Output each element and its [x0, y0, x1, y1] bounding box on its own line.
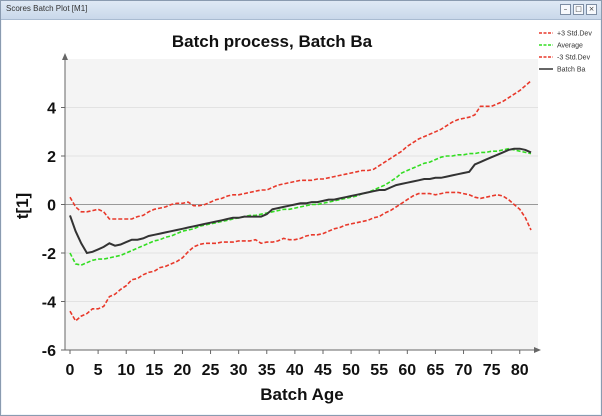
x-tick-label: 55 — [370, 362, 388, 379]
x-tick-label: 45 — [314, 362, 332, 379]
x-tick-label: 15 — [145, 362, 163, 379]
close-icon[interactable]: × — [586, 4, 597, 15]
series-line-batch-ba — [69, 147, 532, 255]
x-tick-label: 0 — [66, 362, 75, 379]
chart-title: Batch process, Batch Ba — [172, 32, 373, 51]
window-title: Scores Batch Plot [M1] — [6, 4, 88, 13]
x-tick-label: 25 — [202, 362, 220, 379]
x-tick-label: 10 — [117, 362, 135, 379]
chart-legend: +3 Std.Dev Average -3 Std.Dev Batch Ba — [539, 31, 592, 74]
plot-area: -6 -4 -2 0 2 4 0 5 10 15 20 25 30 35 40 45 50 55 60 65 70 75 8… — [2, 20, 600, 414]
legend-label: +3 Std.Dev — [557, 31, 592, 38]
y-tick-label: -4 — [42, 295, 56, 312]
x-tick-label: 65 — [427, 362, 445, 379]
y-tick-label: 2 — [47, 149, 56, 166]
x-tick-label: 80 — [511, 362, 529, 379]
x-axis-label: Batch Age — [260, 385, 343, 404]
maximize-icon[interactable]: □ — [573, 4, 584, 15]
y-axis-label: t[1] — [13, 193, 32, 219]
x-tick-label: 35 — [258, 362, 276, 379]
y-tick-label: 0 — [47, 198, 56, 215]
window-titlebar[interactable]: Scores Batch Plot [M1] – □ × — [1, 1, 601, 20]
x-tick-label: 5 — [94, 362, 103, 379]
x-tick-label: 30 — [230, 362, 248, 379]
legend-label: Average — [557, 43, 583, 50]
x-tick-label: 70 — [455, 362, 473, 379]
series-line-3-std-dev — [69, 191, 532, 323]
y-tick-label: 4 — [47, 101, 56, 118]
legend-label: -3 Std.Dev — [557, 55, 591, 62]
x-tick-label: 20 — [174, 362, 192, 379]
y-axis-arrow — [62, 53, 68, 60]
x-axis-arrow — [534, 347, 541, 353]
y-tick-label: -6 — [42, 343, 56, 360]
x-tick-label: 60 — [398, 362, 416, 379]
series-line-average — [69, 147, 532, 266]
minimize-icon[interactable]: – — [560, 4, 571, 15]
window-controls: – □ × — [560, 4, 597, 15]
y-tick-label: -2 — [42, 246, 56, 263]
x-tick-label: 75 — [483, 362, 501, 379]
x-tick-label: 50 — [342, 362, 360, 379]
legend-label: Batch Ba — [557, 67, 586, 74]
x-tick-label: 40 — [286, 362, 304, 379]
